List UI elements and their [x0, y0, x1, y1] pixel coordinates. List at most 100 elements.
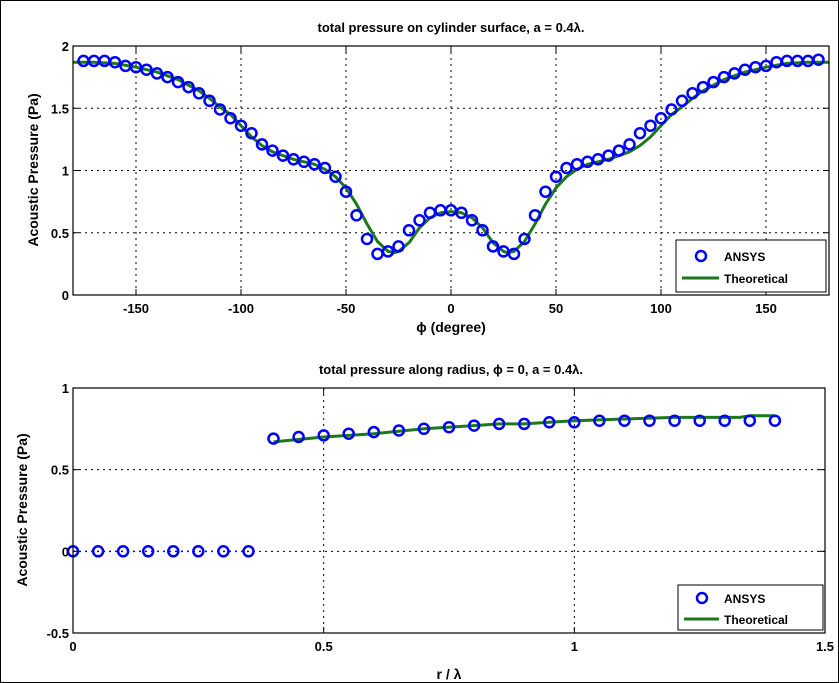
- data-point-ansys: [242, 545, 255, 558]
- data-point-ansys: [413, 214, 426, 227]
- data-point-ansys: [91, 545, 105, 558]
- chart-top-xlabel: ϕ (degree): [416, 319, 486, 335]
- data-point-ansys: [308, 158, 321, 171]
- chart-bottom-legend-ansys-marker: [695, 591, 709, 605]
- data-point-ansys: [292, 430, 305, 444]
- chart-bottom-legend-theoretical-label: Theoretical: [724, 613, 788, 627]
- data-point-ansys: [360, 232, 374, 246]
- data-point-ansys: [203, 94, 216, 108]
- y-tick-label: 1: [62, 381, 69, 396]
- data-point-ansys: [591, 153, 605, 166]
- data-point-ansys: [759, 59, 773, 73]
- data-point-ansys: [318, 161, 332, 175]
- data-point-ansys: [329, 170, 342, 183]
- data-point-ansys: [381, 245, 395, 258]
- data-point-ansys: [675, 94, 689, 108]
- data-point-ansys: [150, 67, 164, 80]
- data-point-ansys: [116, 545, 130, 558]
- chart-bottom-legend: ANSYS Theoretical: [677, 584, 824, 631]
- chart-top-legend-ansys-label: ANSYS: [724, 250, 765, 264]
- x-tick-label: 100: [650, 301, 672, 316]
- data-point-ansys: [528, 209, 542, 222]
- data-point-ansys: [192, 87, 206, 100]
- data-point-ansys: [633, 126, 647, 140]
- x-tick-label: 150: [755, 301, 777, 316]
- data-point-ansys: [465, 214, 479, 227]
- data-point-ansys: [539, 185, 552, 198]
- data-point-ansys: [255, 138, 269, 151]
- data-point-ansys: [517, 417, 531, 431]
- data-point-ansys: [696, 80, 710, 94]
- data-point-ansys: [568, 416, 581, 429]
- x-tick-label: -50: [337, 301, 356, 316]
- data-point-ansys: [392, 240, 405, 253]
- data-point-ansys: [161, 70, 174, 84]
- data-point-ansys: [455, 206, 468, 220]
- chart-top-legend-ansys-marker: [694, 249, 708, 263]
- series-line-theoretical: [273, 414, 775, 444]
- chart-bottom-series-theoretical: [273, 414, 775, 444]
- data-point-ansys: [182, 80, 195, 94]
- data-point-ansys: [644, 119, 657, 132]
- chart-bottom-xlabel: r / λ: [437, 666, 462, 682]
- chart-bottom-grid: [73, 388, 825, 633]
- chart-top-legend: ANSYS Theoretical: [675, 239, 827, 293]
- data-point-ansys: [718, 414, 731, 427]
- y-tick-label: 1: [62, 164, 69, 179]
- data-point-ansys: [693, 414, 706, 427]
- data-point-ansys: [192, 545, 205, 558]
- data-point-ansys: [276, 149, 290, 162]
- chart-top-grid: [73, 46, 829, 295]
- data-point-ansys: [707, 75, 720, 89]
- chart-top-y-ticks: 0 0.5 1 1.5 2: [51, 39, 829, 303]
- data-point-ansys: [339, 185, 353, 198]
- data-point-ansys: [141, 545, 155, 558]
- y-tick-label: 1.5: [51, 101, 69, 116]
- data-point-ansys: [768, 414, 782, 427]
- x-tick-label: 0: [447, 301, 454, 316]
- x-tick-label: -100: [228, 301, 254, 316]
- data-point-ansys: [392, 424, 406, 437]
- data-point-ansys: [171, 75, 185, 89]
- data-point-ansys: [643, 414, 656, 427]
- chart-top-x-ticks: -150 -100 -50 0 50 100 150: [123, 46, 777, 316]
- data-point-ansys: [618, 414, 631, 427]
- data-point-ansys: [266, 144, 279, 157]
- y-tick-label: 0.5: [51, 226, 69, 241]
- data-point-ansys: [728, 67, 741, 80]
- data-point-ansys: [549, 170, 563, 183]
- chart-bottom-series-ansys: [66, 414, 782, 558]
- data-point-ansys: [593, 414, 606, 427]
- data-point-ansys: [402, 224, 416, 237]
- data-point-ansys: [267, 432, 280, 445]
- data-point-ansys: [602, 149, 615, 162]
- data-point-ansys: [140, 63, 153, 76]
- data-point-ansys: [665, 103, 678, 116]
- chart-bottom-legend-ansys-label: ANSYS: [724, 592, 765, 606]
- data-point-ansys: [350, 209, 363, 222]
- data-point-ansys: [654, 111, 668, 125]
- data-point-ansys: [668, 414, 681, 427]
- chart-top-series-ansys: [77, 53, 825, 261]
- x-tick-label: 1: [571, 639, 578, 654]
- y-tick-label: 0: [62, 288, 69, 303]
- data-point-ansys: [743, 414, 757, 427]
- chart-bottom-title: total pressure along radius, ϕ = 0, a = …: [319, 362, 583, 377]
- data-point-ansys: [717, 70, 731, 84]
- data-point-ansys: [217, 545, 230, 558]
- x-tick-label: 0.5: [315, 639, 333, 654]
- chart-bottom-axes-box: [72, 387, 826, 634]
- y-tick-label: 0.5: [51, 463, 69, 478]
- data-point-ansys: [245, 126, 258, 140]
- data-point-ansys: [560, 161, 573, 175]
- y-tick-label: -0.5: [47, 626, 69, 641]
- data-point-ansys: [518, 232, 531, 246]
- y-tick-label: 2: [62, 39, 69, 54]
- data-point-ansys: [417, 422, 431, 436]
- chart-bottom-x-ticks: 0 0.5 1 1.5: [69, 388, 834, 654]
- data-point-ansys: [486, 240, 500, 253]
- chart-bottom-ylabel: Acoustic Pressure (Pa): [14, 433, 30, 586]
- data-point-ansys: [317, 429, 330, 442]
- data-point-ansys: [342, 427, 355, 440]
